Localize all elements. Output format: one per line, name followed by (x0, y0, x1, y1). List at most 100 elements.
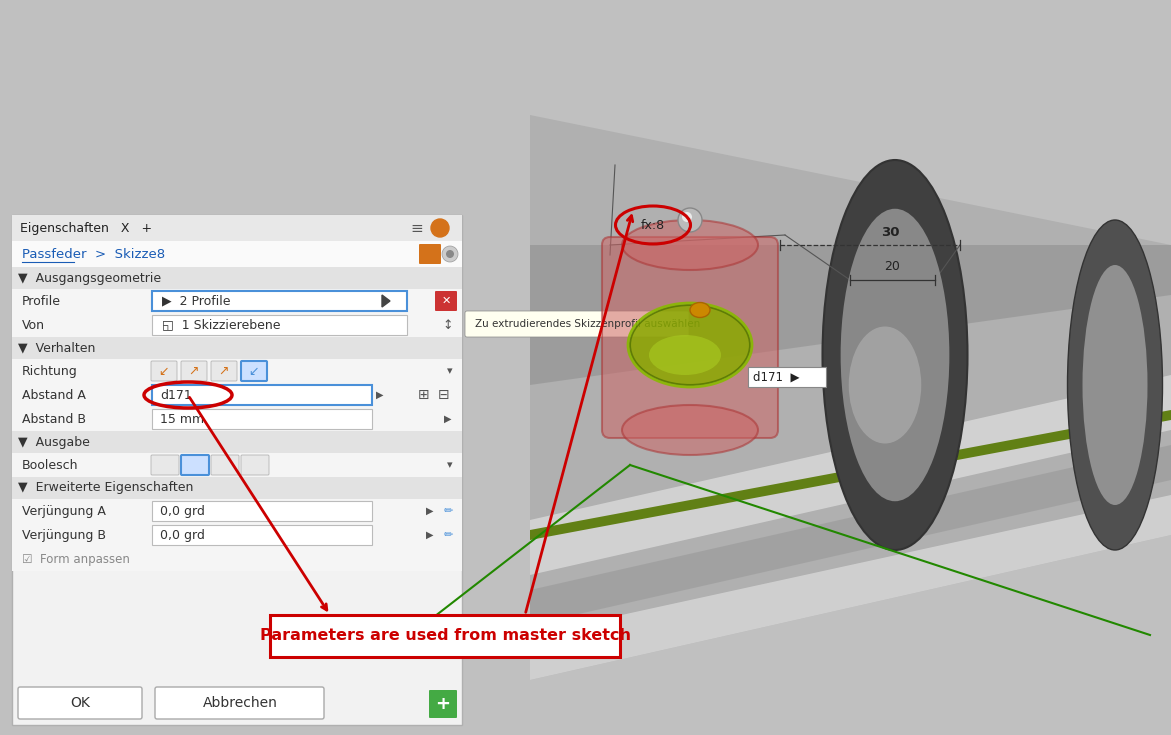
Circle shape (446, 250, 454, 258)
FancyBboxPatch shape (151, 455, 179, 475)
Bar (12, 215, 463, 241)
Text: Von: Von (22, 318, 44, 331)
Text: Verjüngung A: Verjüngung A (22, 504, 105, 517)
Text: ▶: ▶ (426, 506, 433, 516)
Text: ▶: ▶ (444, 414, 452, 424)
FancyBboxPatch shape (241, 361, 267, 381)
Text: 0,0 grd: 0,0 grd (160, 528, 205, 542)
Text: 30: 30 (881, 226, 899, 238)
Bar (12, 267, 463, 289)
FancyBboxPatch shape (18, 687, 142, 719)
Text: Parameters are used from master sketch: Parameters are used from master sketch (260, 628, 630, 644)
Ellipse shape (649, 335, 721, 375)
Circle shape (682, 212, 692, 222)
FancyBboxPatch shape (152, 501, 372, 521)
Text: 20: 20 (884, 259, 900, 273)
Polygon shape (530, 245, 1171, 385)
Text: ✕: ✕ (441, 296, 451, 306)
Bar (12, 215, 463, 725)
FancyBboxPatch shape (602, 237, 778, 438)
Circle shape (678, 208, 701, 232)
FancyBboxPatch shape (211, 455, 239, 475)
Bar (12, 289, 463, 313)
FancyBboxPatch shape (211, 361, 237, 381)
Text: Richtung: Richtung (22, 365, 77, 378)
Bar (12, 313, 463, 337)
Text: Boolesch: Boolesch (22, 459, 78, 471)
FancyBboxPatch shape (152, 385, 372, 405)
FancyBboxPatch shape (419, 244, 441, 264)
Polygon shape (530, 445, 1171, 625)
FancyBboxPatch shape (241, 455, 269, 475)
Text: Passfeder  >  Skizze8: Passfeder > Skizze8 (22, 248, 165, 260)
FancyBboxPatch shape (182, 361, 207, 381)
Text: ↙: ↙ (248, 365, 259, 378)
Ellipse shape (849, 326, 922, 443)
Text: Abstand B: Abstand B (22, 412, 85, 426)
FancyBboxPatch shape (434, 291, 457, 311)
Bar (12, 431, 463, 453)
Ellipse shape (690, 303, 710, 318)
Text: Verjüngung B: Verjüngung B (22, 528, 107, 542)
FancyBboxPatch shape (155, 687, 324, 719)
Text: ✏: ✏ (444, 506, 453, 516)
Text: ⊟: ⊟ (438, 388, 450, 402)
Text: ↙: ↙ (159, 365, 170, 378)
Text: ↗: ↗ (189, 365, 199, 378)
Polygon shape (530, 495, 1171, 680)
Text: Abstand A: Abstand A (22, 389, 85, 401)
Text: 0,0 grd: 0,0 grd (160, 504, 205, 517)
Text: ▾: ▾ (447, 366, 453, 376)
FancyBboxPatch shape (429, 690, 457, 718)
Text: fx:8: fx:8 (641, 218, 665, 232)
Bar (12, 547, 463, 571)
Ellipse shape (622, 220, 758, 270)
Text: ▼  Verhalten: ▼ Verhalten (18, 342, 95, 354)
Text: ✏: ✏ (444, 530, 453, 540)
Text: ⊞: ⊞ (418, 388, 430, 402)
FancyBboxPatch shape (152, 291, 408, 311)
Bar (12, 453, 463, 477)
Text: ▶: ▶ (426, 530, 433, 540)
FancyBboxPatch shape (152, 409, 372, 429)
Ellipse shape (1068, 220, 1163, 550)
Ellipse shape (822, 160, 967, 550)
Text: Eigenschaften   X   +: Eigenschaften X + (20, 221, 152, 234)
Text: ▼  Erweiterte Eigenschaften: ▼ Erweiterte Eigenschaften (18, 481, 193, 495)
Ellipse shape (841, 209, 950, 501)
Ellipse shape (1082, 265, 1148, 505)
Text: ▼  Ausgangsgeometrie: ▼ Ausgangsgeometrie (18, 271, 162, 284)
Text: ▶: ▶ (376, 390, 384, 400)
Text: 15 mm: 15 mm (160, 412, 204, 426)
Polygon shape (382, 295, 390, 307)
Text: ↗: ↗ (219, 365, 230, 378)
Ellipse shape (630, 305, 749, 385)
Circle shape (441, 246, 458, 262)
FancyBboxPatch shape (151, 361, 177, 381)
Bar (12, 407, 463, 431)
FancyBboxPatch shape (465, 311, 689, 337)
Bar (12, 337, 463, 359)
Text: ▼  Ausgabe: ▼ Ausgabe (18, 436, 90, 448)
Text: ▾: ▾ (447, 460, 453, 470)
Text: d171  ▶: d171 ▶ (753, 370, 800, 384)
Bar (12, 383, 463, 407)
Polygon shape (530, 115, 1171, 680)
Text: ≡: ≡ (411, 220, 424, 235)
FancyBboxPatch shape (152, 315, 408, 335)
FancyBboxPatch shape (271, 615, 619, 657)
Text: ◱  1 Skizzierebene: ◱ 1 Skizzierebene (162, 318, 281, 331)
Ellipse shape (622, 405, 758, 455)
Text: OK: OK (70, 696, 90, 710)
Text: ☑  Form anpassen: ☑ Form anpassen (22, 553, 130, 565)
FancyBboxPatch shape (182, 455, 208, 475)
Text: ▶  2 Profile: ▶ 2 Profile (162, 295, 231, 307)
Bar (12, 523, 463, 547)
Polygon shape (530, 375, 1171, 575)
Text: d171: d171 (160, 389, 192, 401)
Polygon shape (530, 410, 1171, 540)
Bar (12, 359, 463, 383)
Text: ↕: ↕ (443, 318, 453, 331)
Text: +: + (436, 695, 451, 713)
Bar (12, 499, 463, 523)
